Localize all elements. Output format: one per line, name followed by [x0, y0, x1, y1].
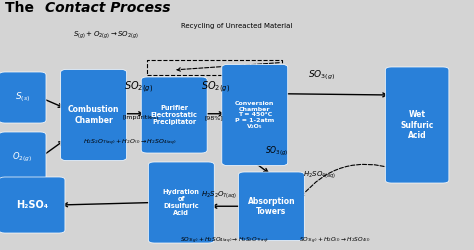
- Text: $SO_{3(g)} + H_2SO_{4(aq)} \rightarrow H_2S_2O_{7(aq)}$: $SO_{3(g)} + H_2SO_{4(aq)} \rightarrow H…: [180, 236, 269, 246]
- Text: H₂SO₄: H₂SO₄: [16, 200, 48, 210]
- Text: $SO_{3(g)}$: $SO_{3(g)}$: [308, 70, 335, 82]
- FancyBboxPatch shape: [385, 67, 449, 183]
- Text: $SO_{2(g)}$: $SO_{2(g)}$: [201, 80, 231, 95]
- Text: Absorption
Towers: Absorption Towers: [247, 196, 295, 216]
- Text: $SO_{3(g)} + H_2O_{(l)} \rightarrow H_2SO_{4(l)}$: $SO_{3(g)} + H_2O_{(l)} \rightarrow H_2S…: [299, 236, 371, 246]
- FancyBboxPatch shape: [222, 64, 288, 166]
- FancyBboxPatch shape: [61, 70, 127, 160]
- Text: $H_2S_2O_{7(aq)} + H_2O_{(l)} \rightarrow H_2SO_{4(aq)}$: $H_2S_2O_{7(aq)} + H_2O_{(l)} \rightarro…: [83, 137, 177, 147]
- Text: The: The: [5, 1, 38, 15]
- Text: Hydration
of
Disulfuric
Acid: Hydration of Disulfuric Acid: [163, 189, 200, 216]
- Text: Recycling of Unreacted Material: Recycling of Unreacted Material: [182, 23, 292, 29]
- Text: $S_{(s)}$: $S_{(s)}$: [15, 90, 30, 104]
- Text: Contact Process: Contact Process: [45, 1, 171, 15]
- FancyBboxPatch shape: [0, 177, 65, 233]
- Text: Combustion
Chamber: Combustion Chamber: [68, 105, 119, 125]
- Text: $S_{(g)} + O_{2(g)} \rightarrow SO_{2(g)}$: $S_{(g)} + O_{2(g)} \rightarrow SO_{2(g)…: [73, 29, 139, 40]
- Text: $SO_{3(g)}$: $SO_{3(g)}$: [265, 144, 289, 158]
- Text: Wet
Sulfuric
Acid: Wet Sulfuric Acid: [401, 110, 434, 140]
- Text: Purifier
Electrostatic
Precipitator: Purifier Electrostatic Precipitator: [151, 105, 198, 125]
- Text: $H_2S_2O_{7(aq)}$: $H_2S_2O_{7(aq)}$: [201, 189, 238, 200]
- Text: Conversion
Chamber
T = 450°C
P = 1-2atm
V₂O₅: Conversion Chamber T = 450°C P = 1-2atm …: [235, 101, 274, 129]
- FancyBboxPatch shape: [0, 72, 46, 123]
- FancyBboxPatch shape: [0, 132, 46, 183]
- Text: [Impurities]: [Impurities]: [122, 115, 159, 120]
- Text: [98%]: [98%]: [205, 115, 224, 120]
- Text: $H_2SO_{4(aq)}$: $H_2SO_{4(aq)}$: [303, 169, 337, 180]
- FancyBboxPatch shape: [141, 77, 207, 153]
- FancyBboxPatch shape: [148, 162, 214, 243]
- Text: $O_{2(g)}$: $O_{2(g)}$: [12, 151, 33, 164]
- FancyBboxPatch shape: [238, 172, 304, 240]
- Text: $SO_{2(g)}$: $SO_{2(g)}$: [124, 80, 154, 95]
